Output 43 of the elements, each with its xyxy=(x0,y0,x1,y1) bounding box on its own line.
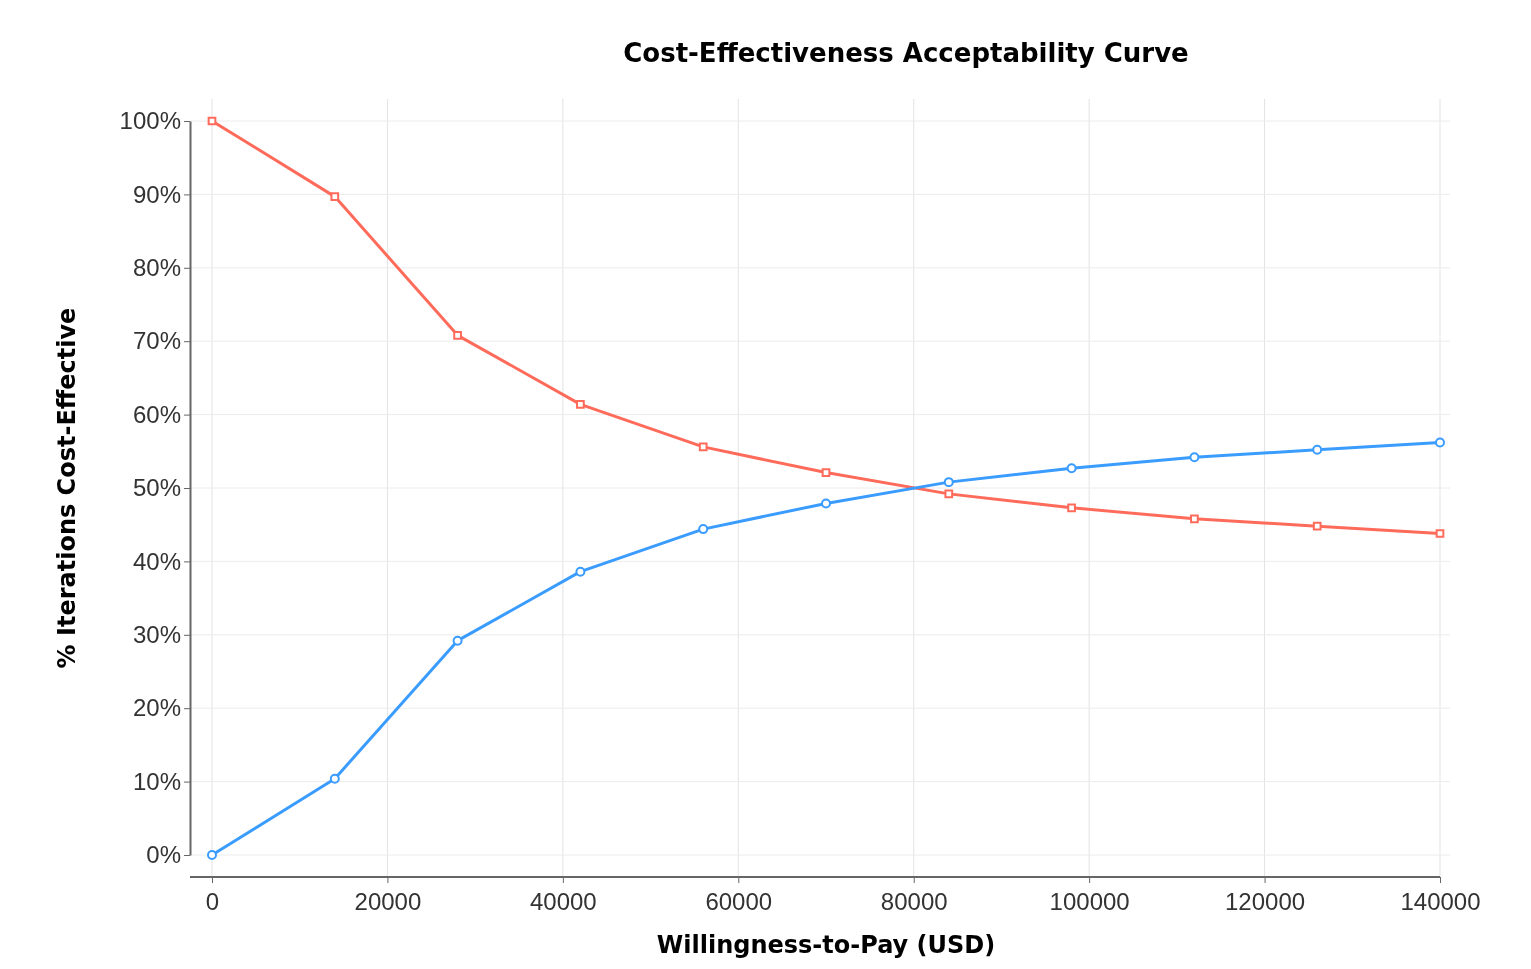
x-tick-label: 140000 xyxy=(1400,888,1481,915)
point xyxy=(944,489,954,499)
y-axis-title: % Iterations Cost-Effective xyxy=(53,307,81,669)
x-tick-label: 0 xyxy=(205,888,220,915)
point xyxy=(575,566,586,577)
point xyxy=(821,498,831,509)
y-tick-label: 0% xyxy=(146,841,181,869)
point xyxy=(1435,529,1445,538)
point xyxy=(698,442,708,452)
x-tick-label: 120000 xyxy=(1225,888,1306,915)
point xyxy=(576,399,585,409)
point xyxy=(453,330,462,340)
y-tick-label: 50% xyxy=(132,474,181,502)
point xyxy=(1435,437,1445,448)
x-tick-label: 40000 xyxy=(529,888,597,915)
point xyxy=(1066,463,1077,474)
point xyxy=(821,468,831,477)
y-tick-label: 60% xyxy=(132,400,181,428)
chart-title: Cost-Effectiveness Acceptability Curve xyxy=(623,38,1189,68)
point xyxy=(452,635,463,646)
y-tick-label: 100% xyxy=(119,107,181,135)
point xyxy=(1189,452,1200,463)
x-tick-label: 80000 xyxy=(880,888,948,915)
y-tick-label: 80% xyxy=(132,253,181,281)
point xyxy=(1190,514,1199,524)
y-tick-label: 10% xyxy=(132,767,181,795)
point xyxy=(1312,521,1322,531)
y-tick-label: 70% xyxy=(132,327,181,355)
point xyxy=(943,477,954,488)
point xyxy=(330,192,340,201)
y-tick-label: 20% xyxy=(132,694,181,722)
point xyxy=(698,524,709,535)
x-tick-label: 20000 xyxy=(354,888,422,915)
point xyxy=(1067,503,1076,513)
y-tick-label: 40% xyxy=(132,547,181,575)
x-tick-label: 60000 xyxy=(705,888,773,915)
y-tick-label: 30% xyxy=(132,620,181,648)
x-tick-label: 100000 xyxy=(1049,888,1130,915)
point xyxy=(207,850,217,860)
x-axis-title: Willingness-to-Pay (USD) xyxy=(656,931,996,959)
point xyxy=(1312,444,1323,455)
point xyxy=(329,773,340,784)
y-tick-label: 90% xyxy=(132,180,181,208)
